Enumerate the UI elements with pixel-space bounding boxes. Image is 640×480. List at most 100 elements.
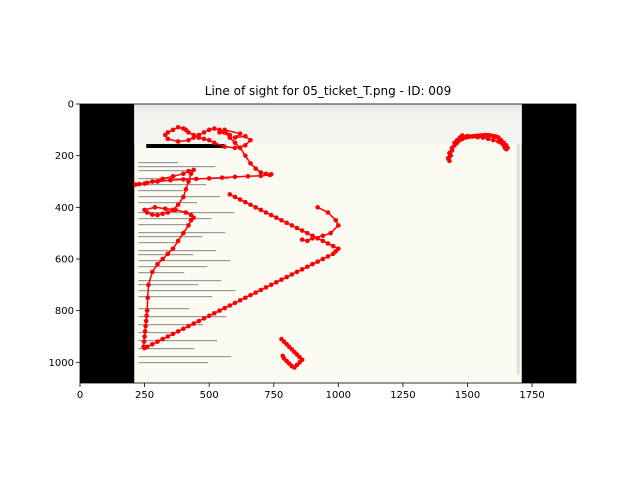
gaze-point: [333, 217, 339, 223]
gaze-point: [181, 230, 186, 236]
screenshot-text-line: [138, 202, 198, 204]
gaze-point: [237, 131, 243, 137]
gaze-point: [325, 254, 331, 259]
screenshot-text-line: [138, 324, 204, 326]
gaze-point: [280, 353, 286, 359]
screenshot-text-line: [138, 356, 232, 358]
gaze-point: [212, 126, 217, 131]
gaze-point: [181, 177, 186, 182]
gaze-point: [284, 274, 289, 280]
gaze-point: [201, 130, 207, 135]
screenshot-text-line: [138, 290, 236, 292]
screenshot-text-line: [138, 250, 217, 252]
gaze-point: [243, 143, 248, 148]
gaze-point: [206, 176, 212, 181]
gaze-point: [142, 207, 147, 213]
gaze-point: [170, 246, 176, 251]
gaze-point: [268, 282, 274, 288]
gaze-point: [196, 318, 202, 324]
gaze-point: [201, 316, 207, 321]
gaze-point: [299, 237, 305, 242]
gaze-point: [243, 295, 248, 301]
gaze-point: [206, 313, 212, 319]
gaze-point: [258, 287, 264, 293]
gaze-point: [181, 326, 186, 332]
gaze-point: [227, 303, 233, 308]
screenshot-text-line: [138, 316, 227, 318]
gaze-point: [183, 210, 189, 215]
gaze-point: [263, 210, 269, 215]
gaze-point: [144, 308, 150, 313]
y-tick-label: 200: [55, 151, 74, 162]
gaze-point: [217, 308, 222, 313]
gaze-point: [155, 339, 160, 344]
gaze-point: [237, 197, 243, 202]
gaze-point: [315, 205, 320, 210]
gaze-point: [155, 179, 160, 184]
gaze-point: [263, 171, 269, 177]
gaze-point: [267, 172, 273, 178]
gaze-point: [305, 264, 310, 270]
gaze-point: [181, 126, 186, 131]
gaze-point: [170, 331, 176, 337]
gaze-point: [170, 174, 176, 179]
gaze-point: [320, 233, 326, 239]
screenshot-text-line: [138, 162, 179, 164]
gaze-point: [152, 205, 158, 210]
screenshot-text-line: [138, 362, 209, 364]
screenshot-text-line: [138, 196, 221, 198]
gaze-point: [150, 212, 155, 217]
gaze-point: [465, 133, 470, 139]
gaze-point: [155, 212, 160, 218]
gaze-point: [279, 277, 284, 282]
gaze-point: [191, 135, 196, 140]
gaze-point: [445, 155, 451, 161]
gaze-point: [289, 272, 295, 277]
y-tick-label: 800: [55, 306, 74, 317]
gaze-point: [141, 339, 147, 344]
gaze-point: [253, 290, 258, 295]
gaze-point: [299, 228, 305, 233]
gaze-point: [475, 134, 481, 140]
screenshot-menubar: [134, 108, 522, 112]
gaze-point: [168, 177, 173, 183]
gaze-point: [470, 134, 475, 139]
y-tick-label: 1000: [49, 358, 74, 369]
screenshot-text-line: [138, 340, 218, 342]
gaze-point: [243, 133, 248, 139]
screenshot-redaction-bar: [146, 144, 225, 148]
gaze-point: [201, 136, 207, 142]
gaze-point: [222, 305, 227, 311]
gaze-point: [175, 202, 181, 208]
gaze-point: [175, 238, 181, 244]
gaze-point: [253, 166, 258, 171]
gaze-path-layer: [133, 124, 510, 370]
gaze-point: [137, 181, 142, 187]
gaze-point: [299, 267, 305, 272]
screenshot-text-line: [138, 218, 212, 220]
axes-frame: [79, 103, 577, 384]
gaze-point: [232, 145, 238, 151]
x-tick-label: 250: [135, 390, 154, 401]
gaze-point: [245, 174, 251, 179]
screenshot-text-line: [138, 184, 207, 186]
gaze-point: [212, 140, 217, 146]
gaze-point: [206, 127, 212, 133]
gaze-point: [243, 153, 248, 158]
gaze-point: [196, 132, 202, 138]
gaze-point: [165, 251, 171, 257]
gaze-point: [237, 298, 243, 303]
gaze-point: [170, 127, 176, 133]
gaze-point: [143, 323, 148, 329]
screenshot-text-line: [138, 280, 222, 282]
gaze-point: [175, 139, 181, 144]
gaze-point: [219, 175, 225, 180]
gaze-point: [258, 207, 264, 213]
gaze-point: [336, 223, 341, 228]
gaze-point: [310, 236, 315, 241]
gaze-point: [160, 211, 165, 217]
gaze-point: [243, 199, 248, 205]
gaze-point: [237, 145, 243, 151]
gaze-point: [188, 171, 194, 177]
gaze-point: [165, 334, 171, 339]
